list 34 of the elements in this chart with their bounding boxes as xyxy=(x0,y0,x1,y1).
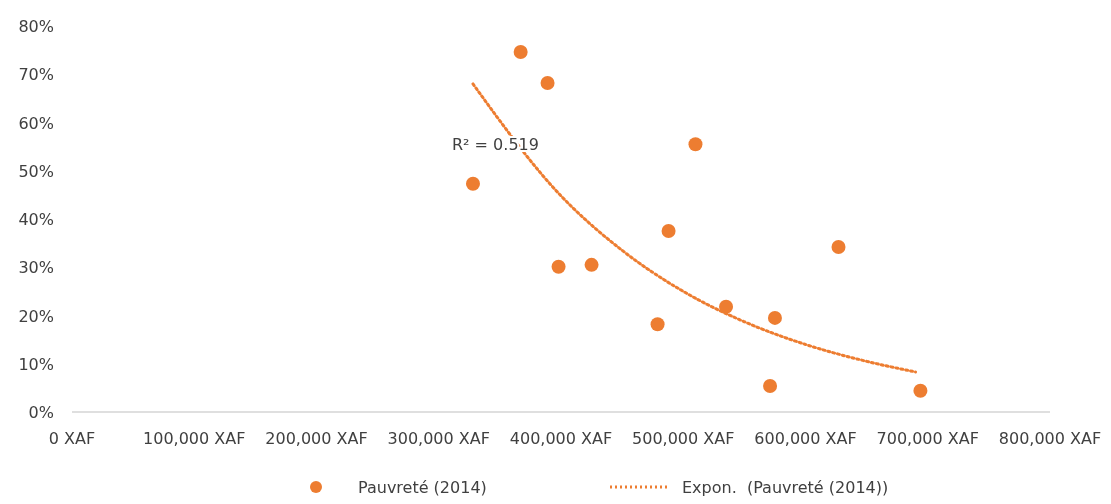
x-tick-label: 0 XAF xyxy=(48,429,96,448)
x-tick-label: 700,000 XAF xyxy=(876,429,979,448)
point xyxy=(763,378,778,393)
legend-label: Pauvreté (2014) xyxy=(358,478,487,497)
x-tick-label: 100,000 XAF xyxy=(143,429,246,448)
y-tick-label: 80% xyxy=(18,17,54,36)
x-tick-label: 300,000 XAF xyxy=(387,429,490,448)
point xyxy=(719,299,734,314)
x-tick-label: 800,000 XAF xyxy=(998,429,1102,448)
x-tick-label: 400,000 XAF xyxy=(509,429,613,448)
point xyxy=(913,383,928,398)
y-tick-label: 50% xyxy=(18,161,54,181)
point xyxy=(767,310,782,325)
y-tick-label: 20% xyxy=(18,306,54,326)
y-tick-label: 10% xyxy=(18,354,54,374)
y-tick-label: 40% xyxy=(18,210,54,229)
legend-label: Expon. (Pauvreté (2014)) xyxy=(682,478,889,497)
point xyxy=(650,317,665,332)
point xyxy=(688,137,703,152)
line-series xyxy=(471,82,918,374)
y-tick-label: 70% xyxy=(18,65,54,85)
point xyxy=(661,224,676,239)
point xyxy=(584,257,599,272)
point xyxy=(513,45,528,60)
y-tick-label: 30% xyxy=(18,258,54,278)
point xyxy=(540,75,555,90)
point xyxy=(465,176,480,191)
point xyxy=(551,259,566,274)
point xyxy=(831,239,846,254)
y-tick-label: 60% xyxy=(18,113,54,133)
x-tick-label: 200,000 XAF xyxy=(265,429,368,448)
y-tick-label: 0% xyxy=(28,403,54,422)
x-tick-label: 600,000 XAF xyxy=(754,429,857,448)
x-tick-label: 500,000 XAF xyxy=(632,429,735,448)
